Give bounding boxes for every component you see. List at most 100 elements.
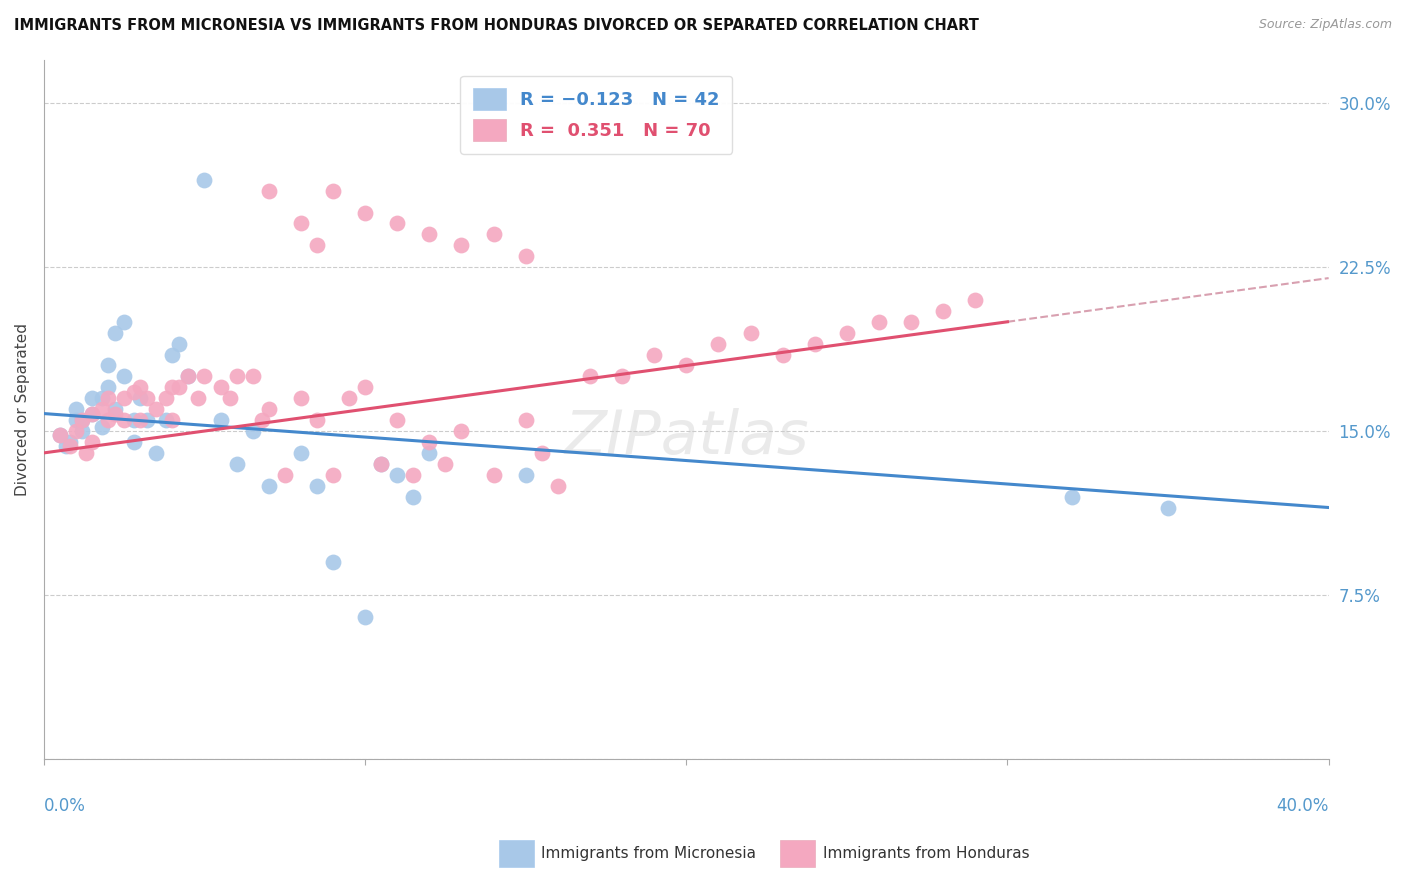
Point [610, 369, 633, 384]
Point [322, 555, 344, 569]
Point [97, 359, 120, 373]
Point [932, 304, 955, 318]
Point [1060, 490, 1083, 504]
Point [252, 413, 274, 427]
Point [112, 315, 135, 329]
Point [515, 249, 537, 263]
Point [80, 407, 103, 421]
Point [354, 205, 377, 219]
Point [370, 457, 392, 471]
Point [162, 380, 184, 394]
Point [675, 359, 697, 373]
Point [112, 391, 135, 405]
Point [193, 369, 215, 384]
Point [643, 347, 665, 361]
Point [209, 413, 232, 427]
Point [337, 391, 360, 405]
Point [129, 380, 152, 394]
Point [129, 391, 152, 405]
Point [187, 391, 209, 405]
Point [129, 413, 152, 427]
Point [219, 391, 242, 405]
Point [122, 413, 145, 427]
Point [242, 424, 264, 438]
Point [122, 384, 145, 399]
Point [58, 434, 80, 449]
Point [965, 293, 987, 307]
Point [72, 424, 94, 438]
Point [418, 227, 440, 242]
Point [65, 402, 87, 417]
Point [418, 446, 440, 460]
Point [579, 369, 602, 384]
Point [177, 369, 200, 384]
Point [49, 428, 72, 442]
Point [90, 419, 112, 434]
Text: 40.0%: 40.0% [1277, 797, 1329, 815]
Point [547, 478, 569, 492]
Point [90, 402, 112, 417]
Text: IMMIGRANTS FROM MICRONESIA VS IMMIGRANTS FROM HONDURAS DIVORCED OR SEPARATED COR: IMMIGRANTS FROM MICRONESIA VS IMMIGRANTS… [14, 18, 979, 33]
Point [72, 413, 94, 427]
Point [49, 428, 72, 442]
Point [515, 467, 537, 482]
Point [257, 478, 280, 492]
Point [305, 413, 328, 427]
Point [90, 391, 112, 405]
Point [162, 413, 184, 427]
Point [58, 439, 80, 453]
Point [772, 347, 794, 361]
Text: 0.0%: 0.0% [44, 797, 86, 815]
Point [354, 609, 377, 624]
Point [387, 467, 409, 482]
Point [112, 413, 135, 427]
Point [402, 490, 425, 504]
Point [177, 369, 200, 384]
Point [482, 467, 505, 482]
Point [135, 391, 157, 405]
Point [482, 227, 505, 242]
Point [740, 326, 762, 340]
Point [322, 184, 344, 198]
Point [387, 413, 409, 427]
Point [354, 380, 377, 394]
Point [322, 467, 344, 482]
Point [80, 434, 103, 449]
Point [155, 391, 177, 405]
Point [193, 173, 215, 187]
Point [75, 446, 97, 460]
Point [707, 336, 730, 351]
Point [80, 391, 103, 405]
Y-axis label: Divorced or Separated: Divorced or Separated [15, 323, 30, 496]
Point [103, 326, 125, 340]
Point [112, 369, 135, 384]
Legend: R = −0.123   N = 42, R =  0.351   N = 70: R = −0.123 N = 42, R = 0.351 N = 70 [461, 76, 733, 154]
Point [65, 413, 87, 427]
Point [135, 413, 157, 427]
Point [122, 434, 145, 449]
Point [1157, 500, 1180, 515]
Point [80, 407, 103, 421]
Point [387, 217, 409, 231]
Point [167, 380, 190, 394]
Point [55, 439, 77, 453]
Point [450, 238, 472, 252]
Point [835, 326, 858, 340]
Point [145, 446, 167, 460]
Text: Immigrants from Honduras: Immigrants from Honduras [823, 847, 1029, 861]
Point [402, 467, 425, 482]
Point [97, 391, 120, 405]
Point [242, 369, 264, 384]
Point [305, 238, 328, 252]
Text: Source: ZipAtlas.com: Source: ZipAtlas.com [1258, 18, 1392, 31]
Point [274, 467, 297, 482]
Point [209, 380, 232, 394]
Point [65, 424, 87, 438]
Point [257, 402, 280, 417]
Point [290, 446, 312, 460]
Point [97, 413, 120, 427]
Point [434, 457, 457, 471]
Point [103, 402, 125, 417]
Text: Immigrants from Micronesia: Immigrants from Micronesia [541, 847, 756, 861]
Point [72, 413, 94, 427]
